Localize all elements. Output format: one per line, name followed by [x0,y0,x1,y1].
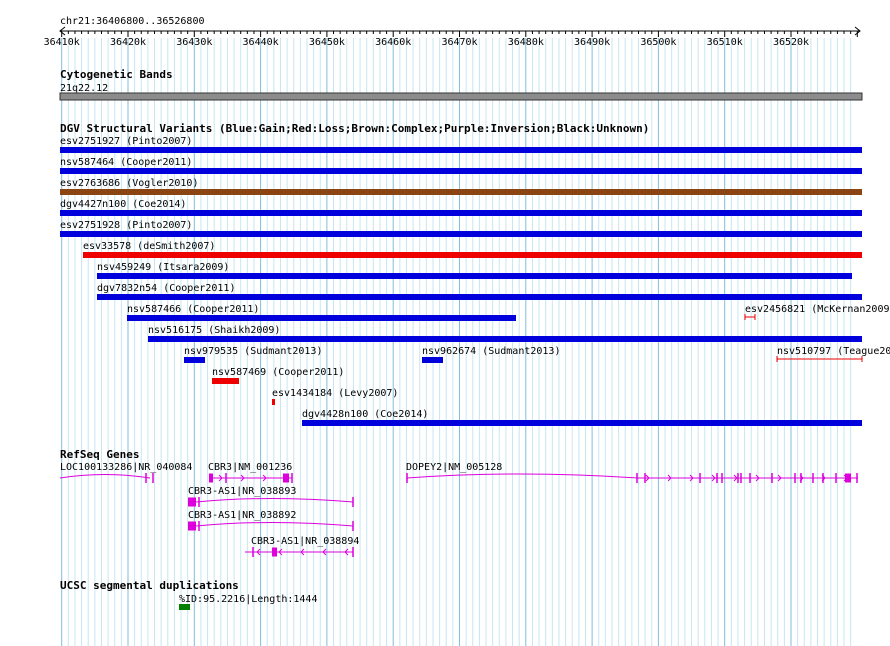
dgv-variant-label: dgv4428n100 (Coe2014) [302,409,428,420]
ruler-range-label: chr21:36406800..36526800 [60,16,205,27]
refseq-gene-list: LOC100133286|NR_040084 CBR3|NM_001236 DOPE… [59,462,858,557]
gene-strand-arrow [256,548,261,556]
gene-exon[interactable] [283,473,289,483]
gene-exon[interactable] [209,473,213,483]
segdup-feature[interactable] [179,604,190,610]
track-dgv-structural-variants[interactable]: DGV Structural Variants (Blue:Gain;Red:L… [60,122,890,426]
ruler-ticks: 36410k 36420k 36430k 36440k 36450k 36460k 3647… [44,31,858,48]
ruler-left-arrow [59,26,66,36]
gene-label: CBR3-AS1|NR_038893 [188,486,296,497]
dgv-variant-label: nsv962674 (Sudmant2013) [422,346,560,357]
ruler-tick-label: 36480k [508,37,544,48]
gene-strand-arrow [777,474,782,482]
ruler-tick-label: 36460k [375,37,411,48]
dgv-variant-list: esv2751927 (Pinto2007) nsv587464 (Cooper2… [60,136,890,426]
gene-strand-arrow [240,474,245,482]
track-title-dgv: DGV Structural Variants (Blue:Gain;Red:L… [60,122,649,135]
gene-label: CBR3-AS1|NR_038892 [188,510,296,521]
dgv-variant-label: esv33578 (deSmith2007) [83,241,215,252]
ruler-tick-label: 36490k [574,37,610,48]
gene-intron-line [59,474,151,479]
dgv-variant-bar[interactable] [60,168,862,174]
gene-label: LOC100133286|NR_040084 [60,462,192,473]
track-segmental-duplications[interactable]: UCSC segmental duplications %ID:95.2216|… [60,579,317,610]
gene-strand-arrow [755,474,760,482]
track-title-segdup: UCSC segmental duplications [60,579,239,592]
dgv-variant-bar[interactable] [272,399,275,405]
gene-strand-arrow [645,474,650,482]
dgv-variant-label: nsv587469 (Cooper2011) [212,367,344,378]
gene-strand-arrow [667,474,672,482]
ruler-tick-label: 36520k [773,37,809,48]
gene-strand-arrow [322,548,327,556]
dgv-variant-bar[interactable] [60,210,862,216]
gene-strand-arrow [733,474,738,482]
gene-intron-line [195,522,354,527]
gene-strand-arrow [711,474,716,482]
dgv-variant-label: nsv516175 (Shaikh2009) [148,325,280,336]
ruler-tick-label: 36450k [309,37,345,48]
dgv-variant-bar[interactable] [212,378,239,384]
track-title-cytobands: Cytogenetic Bands [60,68,173,81]
ruler-tick-label: 36500k [640,37,676,48]
dgv-variant-label: dgv7832n54 (Cooper2011) [97,283,235,294]
track-title-refseq: RefSeq Genes [60,448,139,461]
gene-exon[interactable] [272,547,277,557]
gene-exon[interactable] [188,497,196,507]
segdup-item-label: %ID:95.2216|Length:1444 [179,594,317,605]
gene-strand-arrow [689,474,694,482]
dgv-variant-bar[interactable] [148,336,862,342]
dgv-variant-label: nsv587466 (Cooper2011) [127,304,259,315]
gene-intron-line [406,473,638,479]
gene-label: DOPEY2|NM_005128 [406,462,502,473]
gene-exon[interactable] [845,473,851,483]
ruler[interactable]: chr21:36406800..36526800 36410k 36420k 364… [44,16,861,48]
ruler-right-arrow [854,26,861,36]
dgv-variant-bar[interactable] [127,315,516,321]
dgv-variant-label: esv2456821 (McKernan2009 [745,304,890,315]
dgv-variant-label: nsv510797 (Teague20 [777,346,890,357]
dgv-variant-label: esv1434184 (Levy2007) [272,388,398,399]
ruler-tick-label: 36470k [441,37,477,48]
dgv-variant-bar[interactable] [60,231,862,237]
dgv-variant-label: dgv4427n100 (Coe2014) [60,199,186,210]
dgv-variant-bar[interactable] [97,273,852,279]
dgv-variant-label: nsv459249 (Itsara2009) [97,262,229,273]
gene-label: CBR3-AS1|NR_038894 [251,536,359,547]
ruler-tick-label: 36510k [707,37,743,48]
track-refseq-genes[interactable]: RefSeq Genes LOC100133286|NR_040084 CBR3|… [59,448,858,557]
gene-intron-line [195,498,354,503]
dgv-variant-bar[interactable] [83,252,862,258]
gene-strand-arrow [344,548,349,556]
gene-strand-arrow [218,474,223,482]
dgv-variant-bar[interactable] [97,294,862,300]
dgv-variant-bar[interactable] [60,189,862,195]
dgv-variant-bar[interactable] [184,357,205,363]
dgv-variant-label: esv2763686 (Vogler2010) [60,178,198,189]
track-cytogenetic-bands[interactable]: Cytogenetic Bands 21q22.12 [59,68,863,101]
ruler-tick-label: 36440k [243,37,279,48]
dgv-variant-label: esv2751927 (Pinto2007) [60,136,192,147]
ruler-tick-label: 36420k [110,37,146,48]
dgv-variant-bar[interactable] [302,420,862,426]
gene-label: CBR3|NM_001236 [208,462,292,473]
gene-exon[interactable] [188,521,196,531]
cytoband-ideogram[interactable] [59,92,863,101]
dgv-variant-label: nsv979535 (Sudmant2013) [184,346,322,357]
dgv-variant-label: esv2751928 (Pinto2007) [60,220,192,231]
ruler-tick-label: 36430k [176,37,212,48]
cytoband-label: 21q22.12 [60,83,108,94]
ruler-tick-label: 36410k [44,37,80,48]
gene-strand-arrow [300,548,305,556]
dgv-variant-bar[interactable] [422,357,443,363]
dgv-variant-label: nsv587464 (Cooper2011) [60,157,192,168]
gene-strand-arrow [262,474,267,482]
dgv-variant-bar[interactable] [60,147,862,153]
gene-strand-arrow [278,548,283,556]
